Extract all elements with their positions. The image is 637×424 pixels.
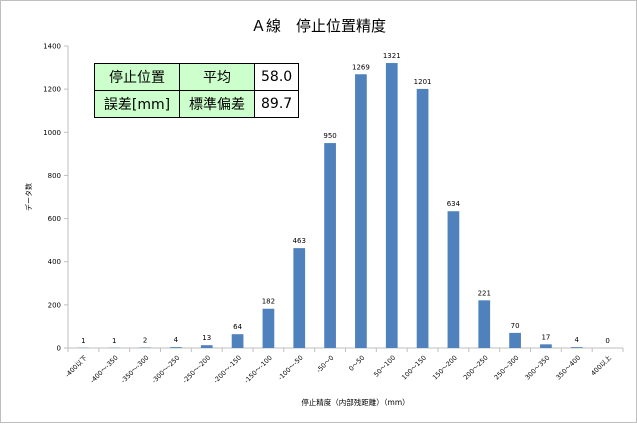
- stats-row-2: 誤差[mm] 標準偏差 89.7: [95, 91, 299, 118]
- x-tick-label: 350～400: [554, 354, 582, 382]
- x-tick-label: 0～50: [347, 354, 366, 373]
- y-tick-label: 1200: [43, 86, 61, 94]
- y-tick-label: 600: [48, 215, 61, 223]
- x-tick-label: -100～-50: [276, 354, 304, 382]
- x-tick-label: -350～-300: [119, 354, 150, 385]
- bar: [263, 309, 275, 348]
- data-label: 1201: [414, 78, 432, 86]
- x-tick-label: 250～300: [493, 354, 521, 382]
- x-tick-label: -300～-250: [150, 354, 181, 385]
- stats-label-stop-position: 停止位置: [95, 64, 180, 91]
- y-tick-label: 800: [48, 172, 61, 180]
- stats-value-std-dev: 89.7: [255, 91, 299, 118]
- stats-label-std-dev: 標準偏差: [180, 91, 255, 118]
- data-label: 1: [112, 337, 116, 345]
- bar: [170, 347, 182, 348]
- bar: [571, 347, 583, 348]
- bar: [540, 344, 552, 348]
- data-label: 2: [143, 337, 147, 345]
- y-tick-label: 200: [48, 301, 61, 309]
- bar: [509, 333, 521, 348]
- data-label: 4: [174, 336, 179, 344]
- x-tick-label: 300～350: [524, 354, 552, 382]
- bar: [478, 300, 490, 348]
- x-tick-label: 400以上: [589, 353, 614, 378]
- x-tick-label: -50～0: [315, 354, 336, 375]
- bar: [201, 345, 213, 348]
- data-label: 634: [447, 200, 461, 208]
- data-label: 0: [605, 337, 609, 345]
- data-label: 463: [293, 237, 306, 245]
- y-axis-title: データ数: [24, 183, 33, 211]
- x-tick-label: -400～-350: [89, 354, 120, 385]
- stats-value-mean: 58.0: [255, 64, 299, 91]
- x-tick-label: -400以下: [64, 353, 90, 379]
- x-tick-label: -150～-100: [243, 354, 274, 385]
- data-label: 1321: [383, 52, 401, 60]
- x-tick-label: 200～250: [462, 354, 490, 382]
- bar: [324, 143, 336, 348]
- data-label: 1269: [352, 63, 370, 71]
- data-label: 70: [511, 322, 520, 330]
- bar: [448, 211, 460, 348]
- data-label: 1: [81, 337, 85, 345]
- y-tick-label: 1400: [43, 43, 61, 51]
- stats-label-error-mm: 誤差[mm]: [95, 91, 180, 118]
- x-tick-label: -200～-150: [212, 354, 243, 385]
- bar: [355, 74, 367, 348]
- x-tick-label: 50～100: [372, 354, 397, 379]
- bar: [386, 63, 398, 348]
- data-label: 182: [262, 298, 275, 306]
- stats-row-1: 停止位置 平均 58.0: [95, 64, 299, 91]
- x-tick-label: 100～150: [400, 354, 428, 382]
- stats-table: 停止位置 平均 58.0 誤差[mm] 標準偏差 89.7: [94, 63, 299, 118]
- x-tick-label: -250～-200: [181, 354, 212, 385]
- bar: [232, 334, 244, 348]
- data-label: 64: [233, 323, 242, 331]
- y-tick-label: 400: [48, 258, 61, 266]
- bar: [293, 248, 305, 348]
- data-label: 13: [202, 334, 211, 342]
- y-tick-label: 1000: [43, 129, 61, 137]
- x-axis-title: 停止精度（内部残距離）（mm）: [301, 397, 409, 407]
- y-tick-label: 0: [57, 345, 61, 353]
- data-label: 4: [575, 336, 580, 344]
- x-tick-label: 150～200: [431, 354, 459, 382]
- stats-label-mean: 平均: [180, 64, 255, 91]
- bar: [417, 89, 429, 348]
- data-label: 950: [323, 132, 336, 140]
- data-label: 17: [541, 333, 550, 341]
- data-label: 221: [478, 289, 491, 297]
